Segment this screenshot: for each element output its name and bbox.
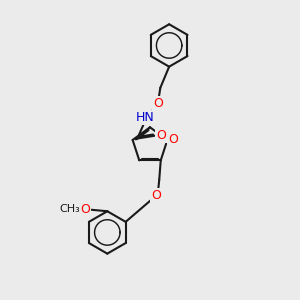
Text: HN: HN xyxy=(135,111,154,124)
Text: CH₃: CH₃ xyxy=(59,204,80,214)
Text: O: O xyxy=(168,134,178,146)
Text: O: O xyxy=(153,97,163,110)
Text: O: O xyxy=(156,129,166,142)
Text: O: O xyxy=(81,203,91,216)
Text: O: O xyxy=(152,189,161,202)
